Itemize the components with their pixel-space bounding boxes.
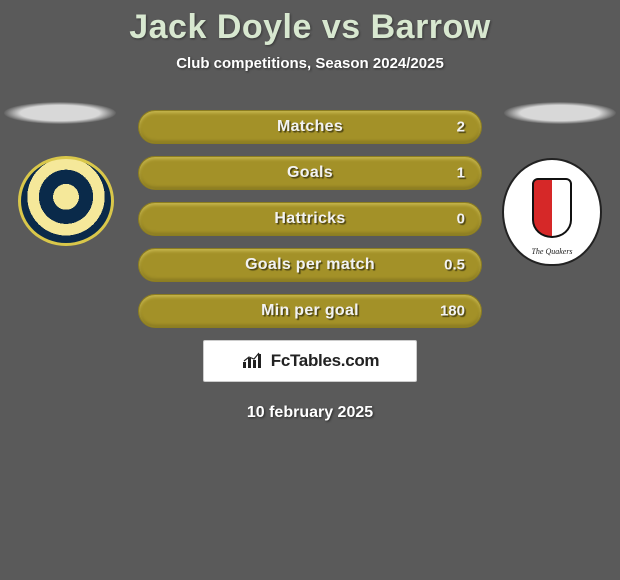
content-wrap: The Quakers Matches 2 Goals 1 Hattricks 0 Goal… bbox=[0, 110, 620, 422]
stat-label: Goals bbox=[287, 164, 333, 182]
stat-row: Goals per match 0.5 bbox=[138, 248, 482, 282]
stats-list: Matches 2 Goals 1 Hattricks 0 Goals per match 0… bbox=[138, 110, 482, 328]
page-title: Jack Doyle vs Barrow bbox=[0, 8, 620, 47]
watermark: FcTables.com bbox=[203, 340, 417, 382]
date-text: 10 february 2025 bbox=[0, 404, 620, 422]
crest-shadow-left bbox=[4, 102, 116, 124]
crest-right-motto: The Quakers bbox=[504, 247, 600, 256]
stat-value: 180 bbox=[440, 303, 465, 320]
stat-row: Matches 2 bbox=[138, 110, 482, 144]
subtitle: Club competitions, Season 2024/2025 bbox=[0, 55, 620, 72]
crest-right-shield bbox=[532, 178, 572, 238]
club-crest-left bbox=[18, 156, 114, 246]
stat-row: Hattricks 0 bbox=[138, 202, 482, 236]
stat-label: Goals per match bbox=[245, 256, 375, 274]
watermark-text: FcTables.com bbox=[271, 351, 380, 371]
chart-icon bbox=[241, 352, 265, 370]
stat-value: 2 bbox=[457, 119, 465, 136]
crest-shadow-right bbox=[504, 102, 616, 124]
club-crest-right: The Quakers bbox=[502, 158, 602, 266]
stat-value: 0 bbox=[457, 211, 465, 228]
stat-label: Min per goal bbox=[261, 302, 359, 320]
stat-value: 1 bbox=[457, 165, 465, 182]
stat-row: Min per goal 180 bbox=[138, 294, 482, 328]
infographic-container: Jack Doyle vs Barrow Club competitions, … bbox=[0, 0, 620, 422]
stat-value: 0.5 bbox=[444, 257, 465, 274]
stat-label: Hattricks bbox=[274, 210, 345, 228]
stat-row: Goals 1 bbox=[138, 156, 482, 190]
stat-label: Matches bbox=[277, 118, 343, 136]
